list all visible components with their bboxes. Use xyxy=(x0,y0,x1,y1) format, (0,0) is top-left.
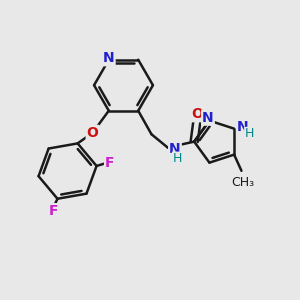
Text: CH₃: CH₃ xyxy=(231,176,254,189)
Text: N: N xyxy=(202,111,214,125)
Text: O: O xyxy=(87,126,98,140)
Text: F: F xyxy=(48,204,58,218)
Text: F: F xyxy=(105,156,115,170)
Text: N: N xyxy=(169,142,181,156)
Text: N: N xyxy=(237,120,249,134)
Text: H: H xyxy=(245,128,254,140)
Text: N: N xyxy=(103,51,115,65)
Text: O: O xyxy=(191,107,203,121)
Text: H: H xyxy=(172,152,182,165)
